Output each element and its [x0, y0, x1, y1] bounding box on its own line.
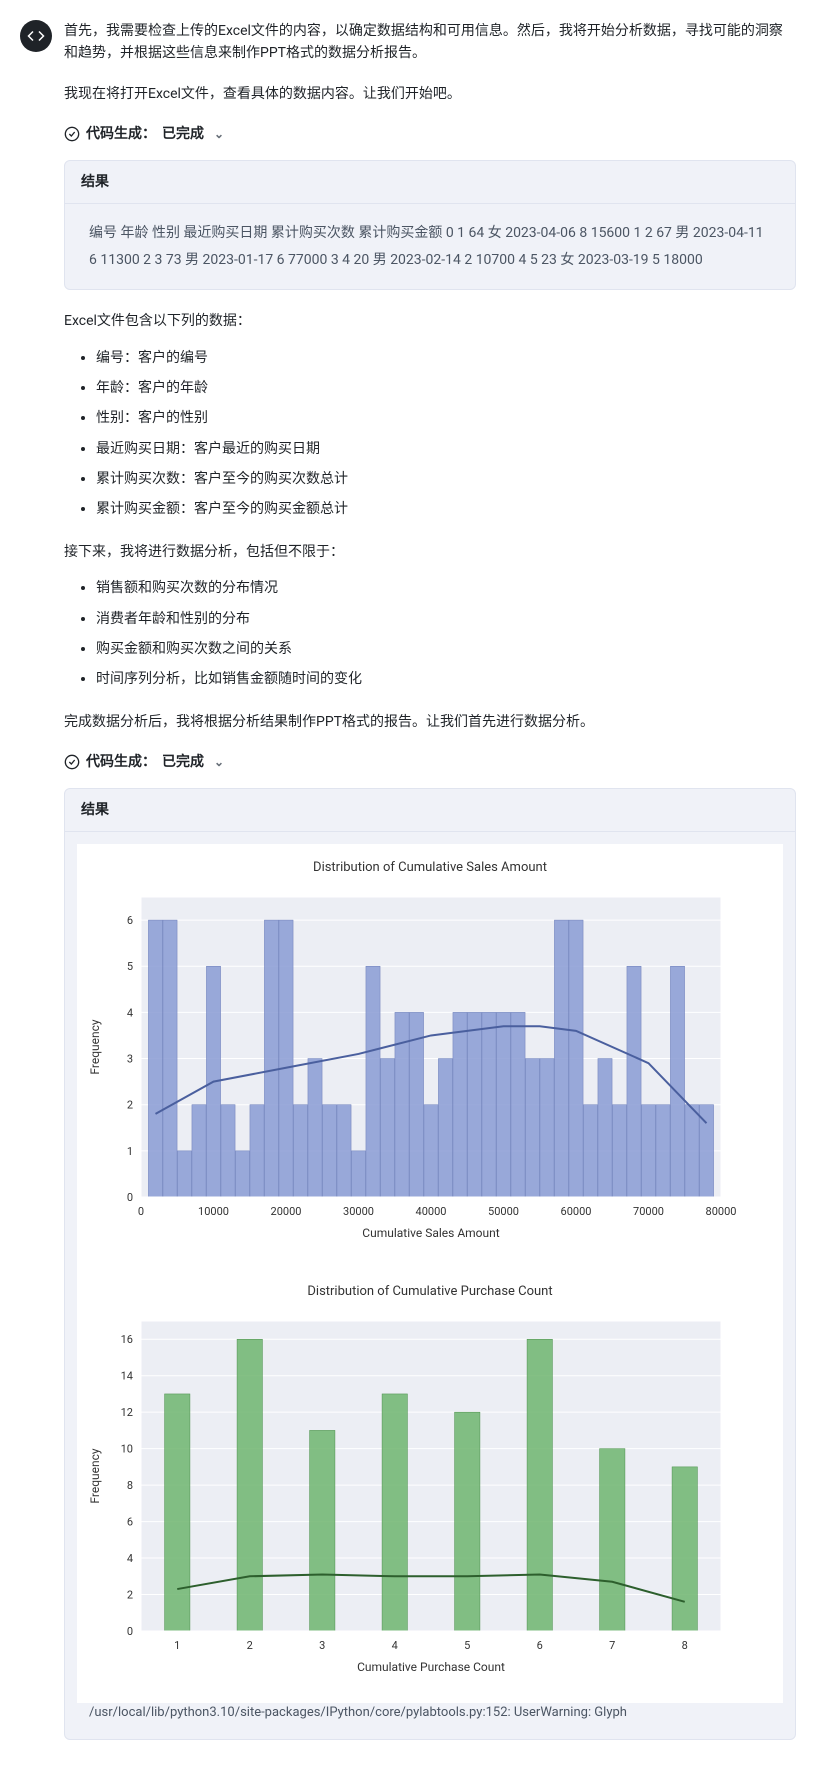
- columns-intro: Excel文件包含以下列的数据：: [64, 310, 796, 332]
- svg-text:1: 1: [127, 1145, 133, 1158]
- result-box-2: 结果 Distribution of Cumulative Sales Amou…: [64, 788, 796, 1741]
- svg-text:70000: 70000: [633, 1205, 664, 1218]
- column-item: 累计购买金额：客户至今的购买金额总计: [96, 498, 796, 520]
- svg-text:60000: 60000: [561, 1205, 592, 1218]
- chevron-down-icon: ⌄: [214, 753, 224, 772]
- svg-text:Frequency: Frequency: [88, 1448, 102, 1504]
- result-body-1: 编号 年龄 性别 最近购买日期 累计购买次数 累计购买金额 0 1 64 女 2…: [65, 204, 795, 289]
- svg-text:7: 7: [609, 1639, 615, 1652]
- chart-1: Distribution of Cumulative Sales Amount …: [77, 844, 783, 1268]
- column-item: 性别：客户的性别: [96, 407, 796, 429]
- svg-text:0: 0: [138, 1205, 144, 1218]
- result-box-1: 结果 编号 年龄 性别 最近购买日期 累计购买次数 累计购买金额 0 1 64 …: [64, 160, 796, 291]
- svg-text:50000: 50000: [488, 1205, 519, 1218]
- svg-text:6: 6: [537, 1639, 543, 1652]
- svg-text:4: 4: [392, 1639, 398, 1652]
- svg-text:2: 2: [127, 1588, 133, 1601]
- svg-text:14: 14: [121, 1370, 133, 1383]
- svg-text:40000: 40000: [416, 1205, 447, 1218]
- svg-text:4: 4: [127, 1552, 133, 1565]
- result-header-1: 结果: [65, 161, 795, 204]
- svg-text:5: 5: [464, 1639, 470, 1652]
- result-header-2: 结果: [65, 789, 795, 832]
- column-item: 最近购买日期：客户最近的购买日期: [96, 438, 796, 460]
- svg-text:Cumulative Sales Amount: Cumulative Sales Amount: [362, 1226, 499, 1240]
- codegen-label: 代码生成：: [86, 123, 156, 145]
- column-item: 累计购买次数：客户至今的购买次数总计: [96, 468, 796, 490]
- svg-text:30000: 30000: [343, 1205, 374, 1218]
- column-item: 编号：客户的编号: [96, 347, 796, 369]
- svg-text:Frequency: Frequency: [88, 1019, 102, 1075]
- svg-text:12: 12: [121, 1406, 133, 1419]
- analysis-outro: 完成数据分析后，我将根据分析结果制作PPT格式的报告。让我们首先进行数据分析。: [64, 711, 796, 733]
- svg-text:3: 3: [127, 1052, 133, 1065]
- codegen-status-2[interactable]: 代码生成： 已完成 ⌄: [64, 751, 796, 773]
- column-item: 年龄：客户的年龄: [96, 377, 796, 399]
- analysis-item: 时间序列分析，比如销售金额随时间的变化: [96, 668, 796, 690]
- check-circle-icon: [64, 754, 80, 770]
- analysis-item: 消费者年龄和性别的分布: [96, 608, 796, 630]
- analysis-list: 销售额和购买次数的分布情况消费者年龄和性别的分布购买金额和购买次数之间的关系时间…: [64, 577, 796, 691]
- chart-2-svg: 024681012141612345678Cumulative Purchase…: [81, 1311, 741, 1681]
- svg-text:16: 16: [121, 1333, 133, 1346]
- analysis-item: 销售额和购买次数的分布情况: [96, 577, 796, 599]
- svg-text:10: 10: [121, 1443, 133, 1456]
- chart-1-svg: 0 1 2 3 4 5 6 0 10000 20000 30000 40000 50000 60000 70…: [81, 887, 741, 1247]
- analysis-intro: 接下来，我将进行数据分析，包括但不限于：: [64, 541, 796, 563]
- svg-text:0: 0: [127, 1191, 133, 1204]
- svg-text:8: 8: [127, 1479, 133, 1492]
- chart-2-title: Distribution of Cumulative Purchase Coun…: [81, 1280, 779, 1305]
- analysis-item: 购买金额和购买次数之间的关系: [96, 638, 796, 660]
- codegen-label: 代码生成：: [86, 751, 156, 773]
- intro-paragraph-1: 首先，我需要检查上传的Excel文件的内容，以确定数据结构和可用信息。然后，我将…: [64, 20, 796, 65]
- chart-1-title: Distribution of Cumulative Sales Amount: [81, 856, 779, 881]
- svg-text:2: 2: [127, 1098, 133, 1111]
- svg-text:3: 3: [319, 1639, 325, 1652]
- svg-text:5: 5: [127, 960, 133, 973]
- code-icon: [27, 27, 45, 45]
- columns-list: 编号：客户的编号年龄：客户的年龄性别：客户的性别最近购买日期：客户最近的购买日期…: [64, 347, 796, 521]
- svg-text:1: 1: [174, 1639, 180, 1652]
- warning-text: /usr/local/lib/python3.10/site-packages/…: [65, 1703, 795, 1740]
- svg-text:10000: 10000: [198, 1205, 229, 1218]
- check-circle-icon: [64, 126, 80, 142]
- svg-text:8: 8: [682, 1639, 688, 1652]
- chart-2: Distribution of Cumulative Purchase Coun…: [77, 1268, 783, 1702]
- svg-text:6: 6: [127, 1516, 133, 1529]
- svg-text:0: 0: [127, 1625, 133, 1638]
- assistant-avatar: [20, 20, 52, 52]
- svg-text:20000: 20000: [271, 1205, 302, 1218]
- svg-text:2: 2: [247, 1639, 253, 1652]
- svg-text:4: 4: [127, 1006, 133, 1019]
- chevron-down-icon: ⌄: [214, 125, 224, 144]
- intro-paragraph-2: 我现在将打开Excel文件，查看具体的数据内容。让我们开始吧。: [64, 83, 796, 105]
- svg-text:Cumulative Purchase Count: Cumulative Purchase Count: [357, 1660, 505, 1674]
- codegen-status-text: 已完成: [162, 123, 204, 145]
- svg-text:6: 6: [127, 914, 133, 927]
- codegen-status-1[interactable]: 代码生成： 已完成 ⌄: [64, 123, 796, 145]
- codegen-status-text: 已完成: [162, 751, 204, 773]
- svg-text:80000: 80000: [706, 1205, 737, 1218]
